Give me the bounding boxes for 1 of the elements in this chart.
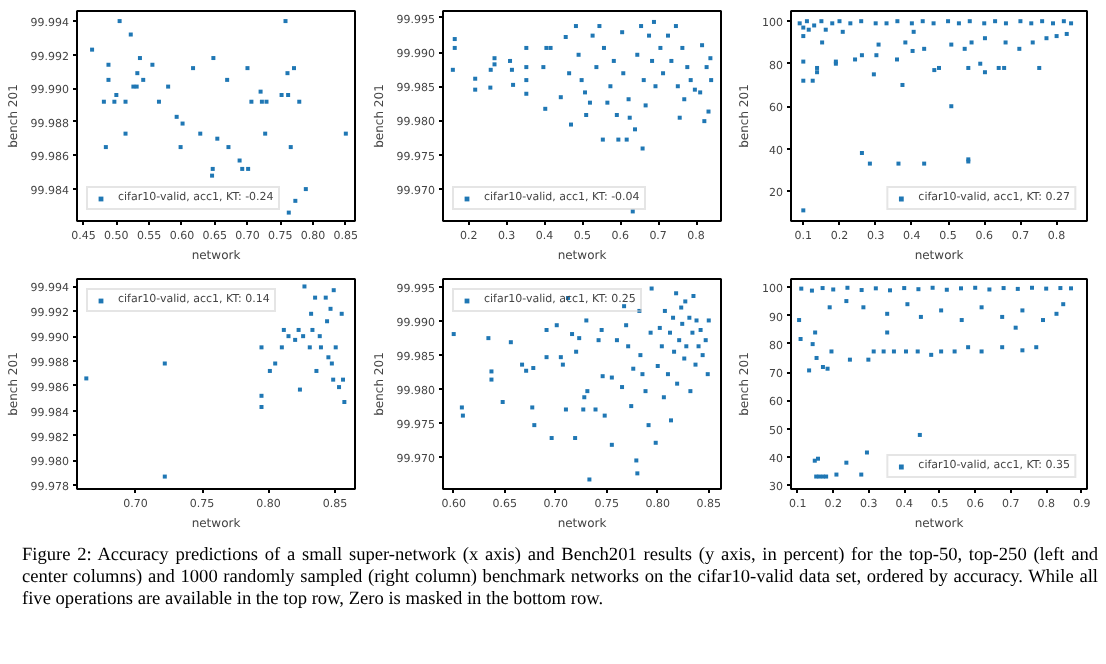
caption: Figure 2: Accuracy predictions of a small super-network (x axis) and Bench201 results (y axis, in percent) for the top-50, top-250 (left and center columns) and 1000 randomly sampled (right column) benchmark networks on the cifar10-valid data set, ordered by accuracy. While all five operations are available in the top row, Zero is masked in the bottom row. bbox=[22, 546, 1098, 613]
